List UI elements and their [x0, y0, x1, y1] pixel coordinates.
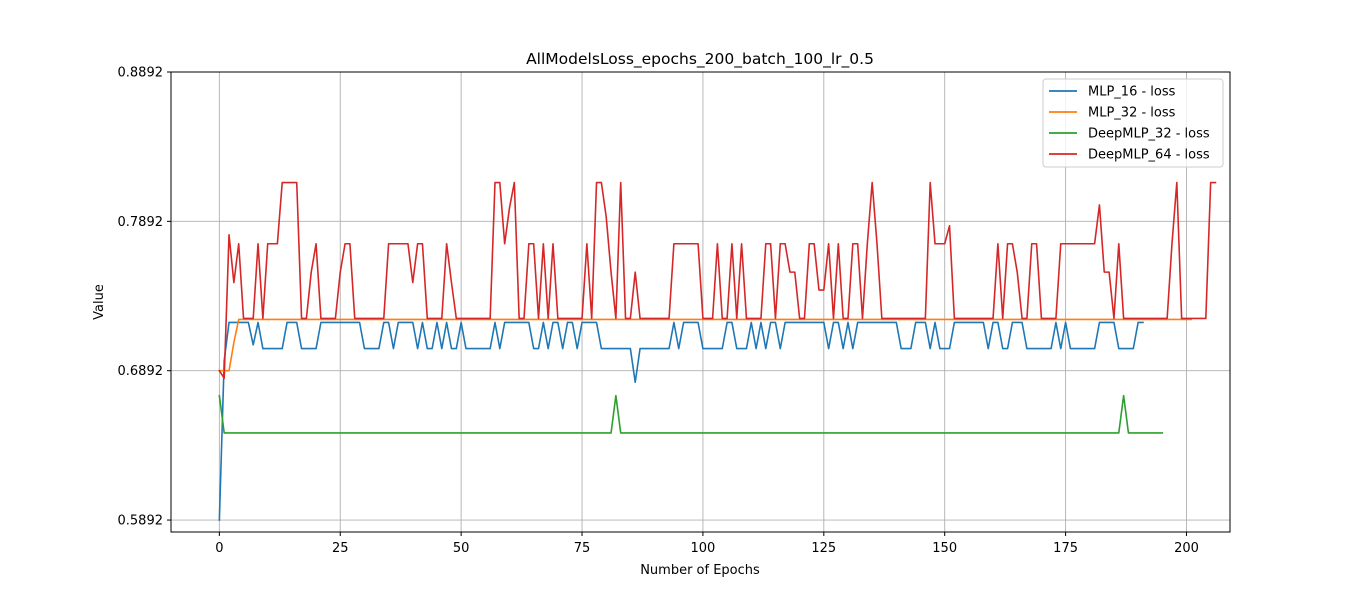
- y-tick-label: 0.7892: [118, 215, 164, 230]
- y-axis-label: Value: [92, 284, 107, 320]
- legend-label-mlp-16-loss: MLP_16 - loss: [1088, 85, 1176, 100]
- y-tick-label: 0.5892: [118, 514, 164, 529]
- chart-title: AllModelsLoss_epochs_200_batch_100_lr_0.…: [526, 50, 874, 69]
- x-tick-label: 200: [1174, 541, 1199, 556]
- series-line-mlp-32-loss: [218, 318, 1193, 372]
- y-tick-label: 0.8892: [118, 66, 164, 81]
- x-tick-label: 50: [453, 541, 470, 556]
- x-ticks: 0 25 50 75 100 125 150 175 200: [215, 532, 1199, 556]
- x-tick-label: 75: [574, 541, 591, 556]
- series-layer: [218, 181, 1217, 521]
- x-axis-label: Number of Epochs: [640, 563, 760, 578]
- series-line-mlp-16-loss: [218, 321, 1144, 521]
- legend: MLP_16 - loss MLP_32 - loss DeepMLP_32 - l…: [1042, 78, 1224, 168]
- x-tick-label: 0: [215, 541, 223, 556]
- x-tick-label: 25: [332, 541, 349, 556]
- series-line-deepmlp-64-loss: [218, 181, 1217, 379]
- legend-label-deepmlp-64-loss: DeepMLP_64 - loss: [1088, 148, 1210, 163]
- x-tick-label: 150: [932, 541, 957, 556]
- legend-label-deepmlp-32-loss: DeepMLP_32 - loss: [1088, 127, 1210, 142]
- legend-label-mlp-32-loss: MLP_32 - loss: [1088, 106, 1176, 121]
- x-tick-label: 100: [691, 541, 716, 556]
- series-line-deepmlp-32-loss: [218, 394, 1164, 434]
- x-tick-label: 175: [1053, 541, 1078, 556]
- plot-frame: [170, 71, 1231, 533]
- x-tick-label: 125: [811, 541, 836, 556]
- y-ticks: 0.5892 0.6892 0.7892 0.8892: [118, 66, 171, 529]
- legend-box: [1042, 78, 1224, 168]
- y-tick-label: 0.6892: [118, 364, 164, 379]
